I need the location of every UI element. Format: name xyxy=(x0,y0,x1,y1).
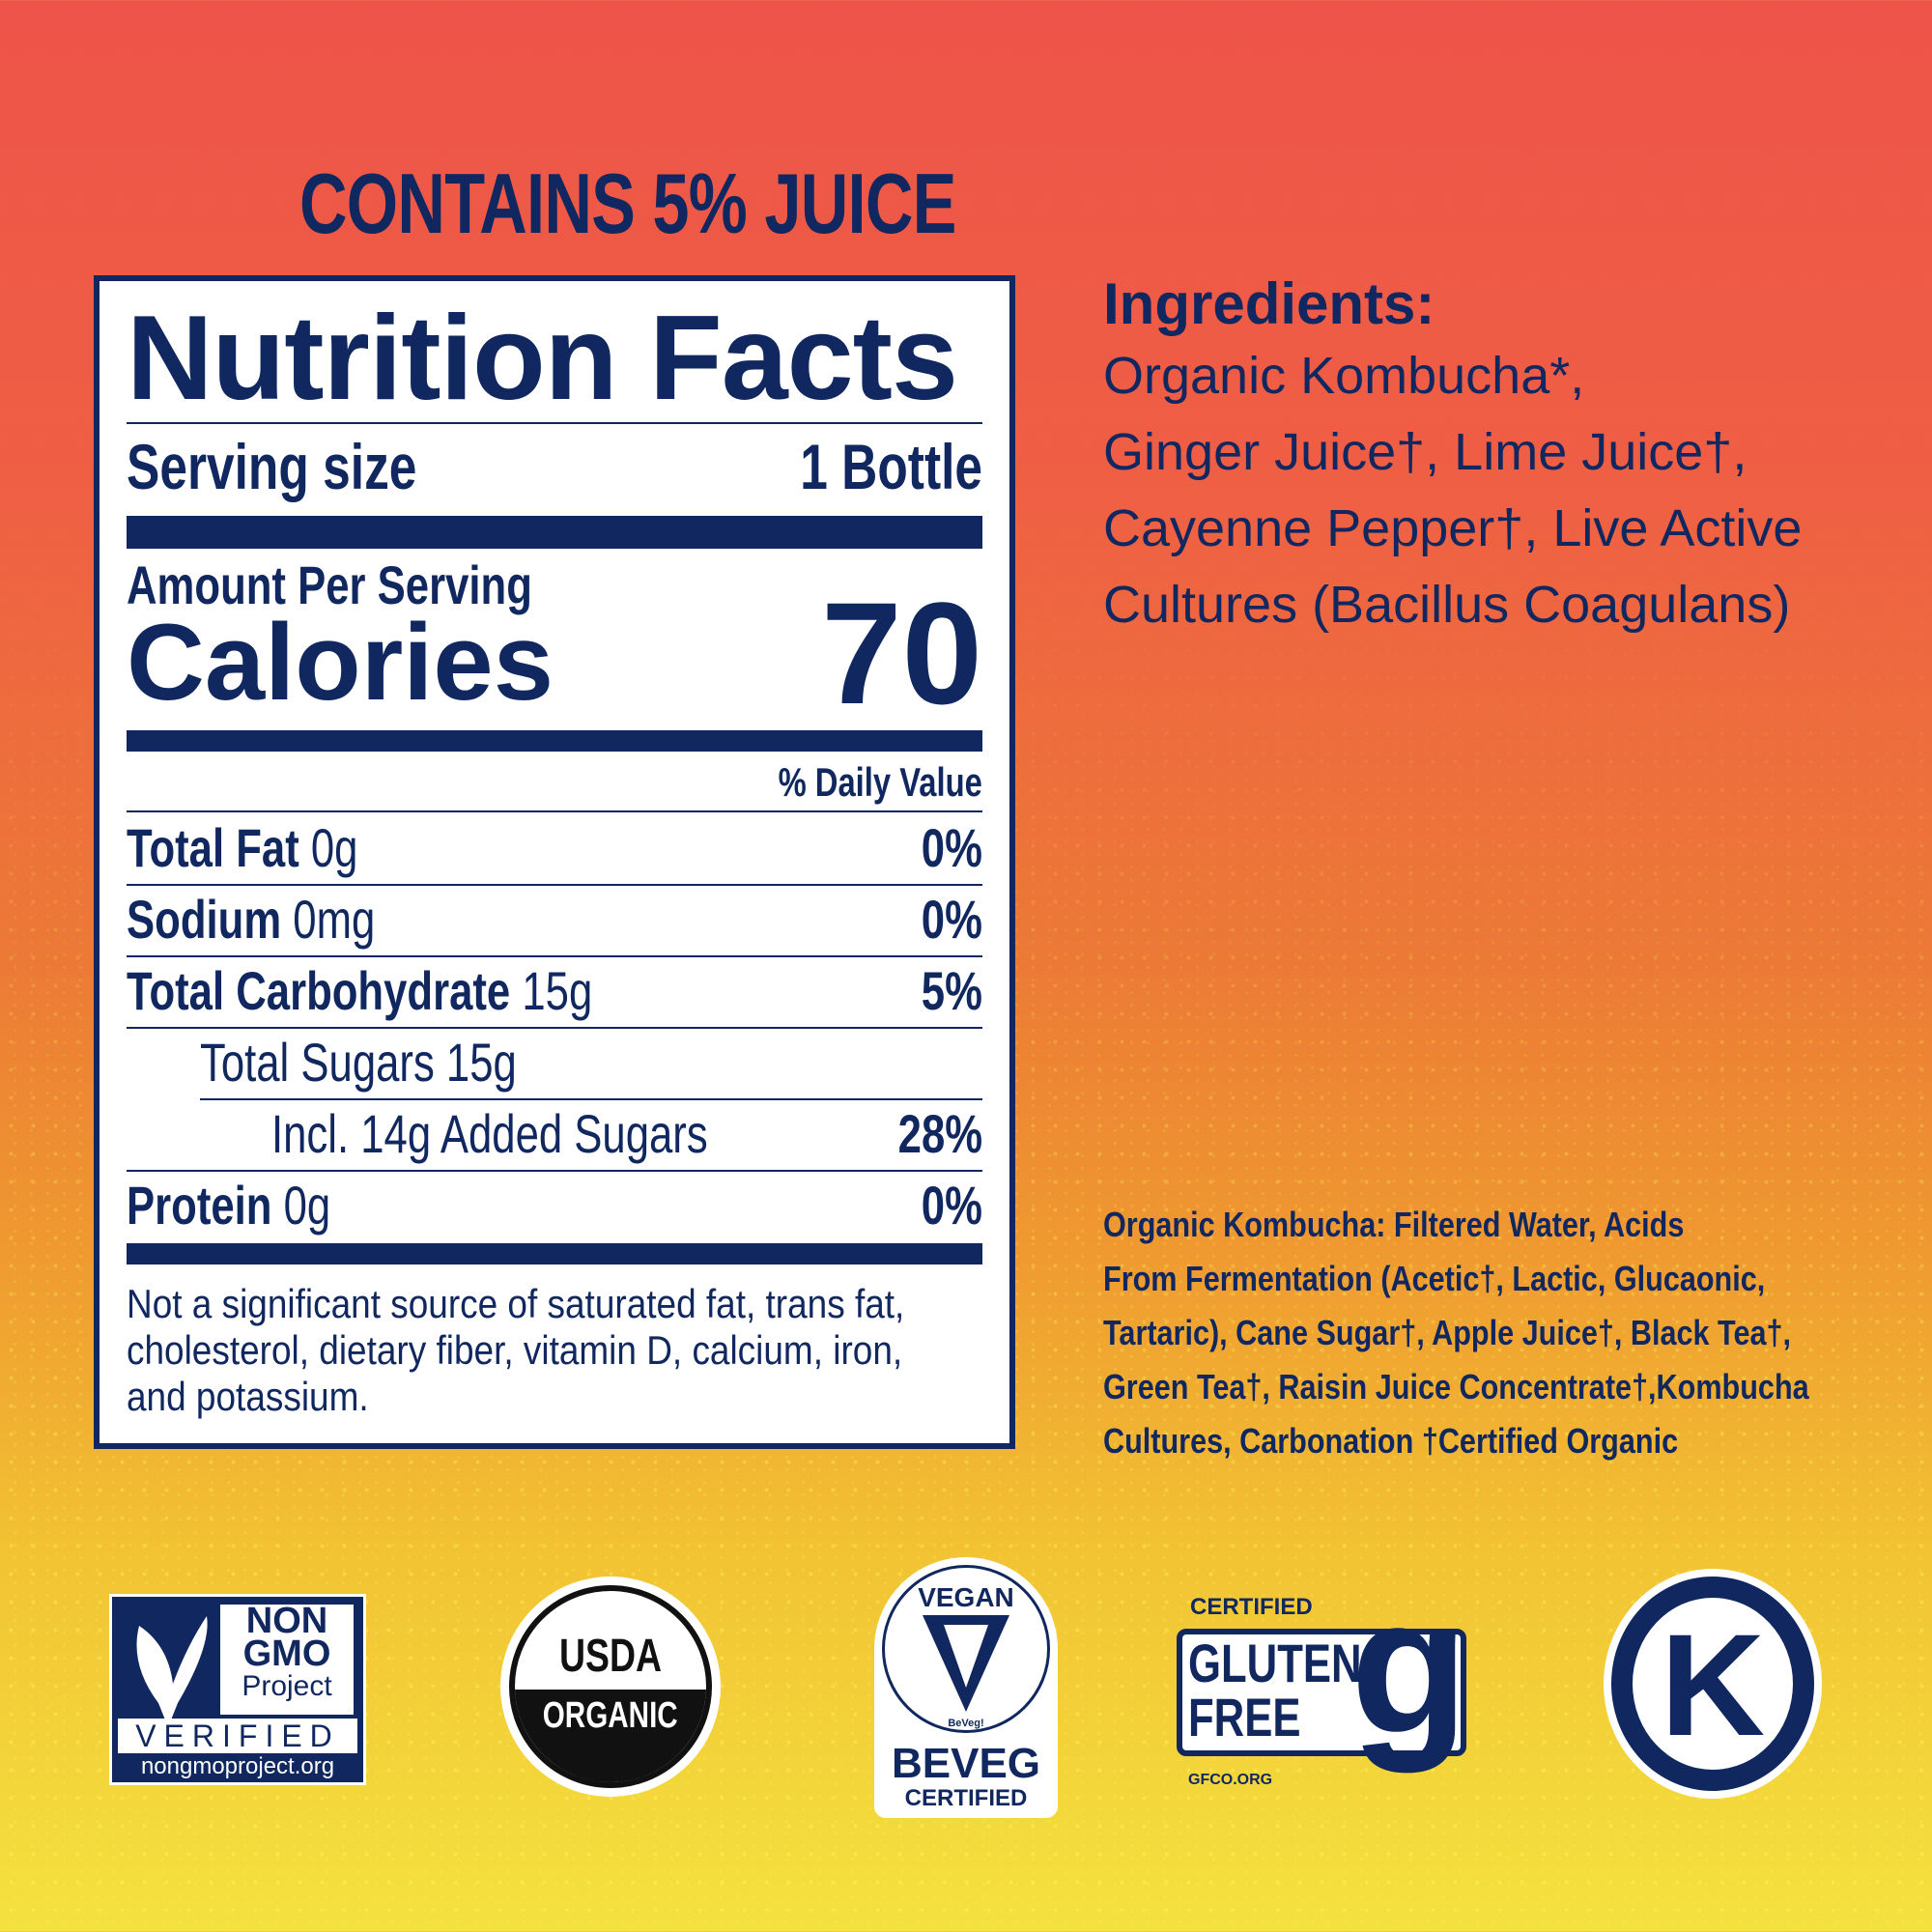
nutrition-facts-panel: Nutrition Facts Serving size 1 Bottle Am… xyxy=(94,275,1015,1449)
gluten-free-logo: CERTIFIED GLUTEN FREE g GFCO.ORG xyxy=(1177,1570,1486,1788)
ingredient-line: Organic Kombucha*, xyxy=(1103,347,1585,405)
kosher-logo: K xyxy=(1604,1569,1822,1799)
nutrition-title: Nutrition Facts xyxy=(127,292,958,425)
nutrient-row-sodium: Sodium 0mg 0% xyxy=(127,889,982,950)
serving-size-row: Serving size 1 Bottle xyxy=(127,431,982,502)
beveg-vegan-logo: VEGAN BeVeg! BEVEG CERTIFIED xyxy=(874,1557,1058,1818)
ingredients-heading: Ingredients: xyxy=(1103,271,1435,336)
ingredient-line: Ginger Juice†, Lime Juice†, xyxy=(1103,423,1747,481)
amount-per-serving: Amount Per Serving xyxy=(127,554,532,615)
nutrient-row-carbohydrate: Total Carbohydrate 15g 5% xyxy=(127,960,982,1021)
nutrition-footnote: Not a significant source of saturated fa… xyxy=(127,1281,905,1419)
butterfly-icon xyxy=(136,1616,208,1727)
v-icon xyxy=(923,1615,1009,1712)
calories-value: 70 xyxy=(821,572,982,734)
calories-label: Calories xyxy=(127,602,554,723)
daily-value-header: % Daily Value xyxy=(778,759,982,805)
kombucha-detail: Organic Kombucha: Filtered Water, Acids F… xyxy=(1103,1205,1809,1461)
nutrient-row-added-sugars: Incl. 14g Added Sugars 28% xyxy=(271,1103,982,1164)
nutrient-row-protein: Protein 0g 0% xyxy=(127,1175,982,1236)
juice-claim: CONTAINS 5% JUICE xyxy=(299,156,956,251)
usda-organic-logo: USDA ORGANIC xyxy=(500,1577,721,1797)
ingredients-section: Ingredients: Organic Kombucha*, Ginger J… xyxy=(1103,270,1895,643)
nutrient-row-total-fat: Total Fat 0g 0% xyxy=(127,817,982,878)
ingredient-line: Cultures (Bacillus Coagulans) xyxy=(1103,576,1791,634)
ingredient-line: Cayenne Pepper†, Live Active xyxy=(1103,499,1803,557)
nutrient-row-total-sugars: Total Sugars 15g xyxy=(200,1032,517,1093)
g-icon: g xyxy=(1350,1558,1469,1774)
non-gmo-logo: NON GMO Project VERIFIED nongmoproject.org xyxy=(109,1594,366,1785)
